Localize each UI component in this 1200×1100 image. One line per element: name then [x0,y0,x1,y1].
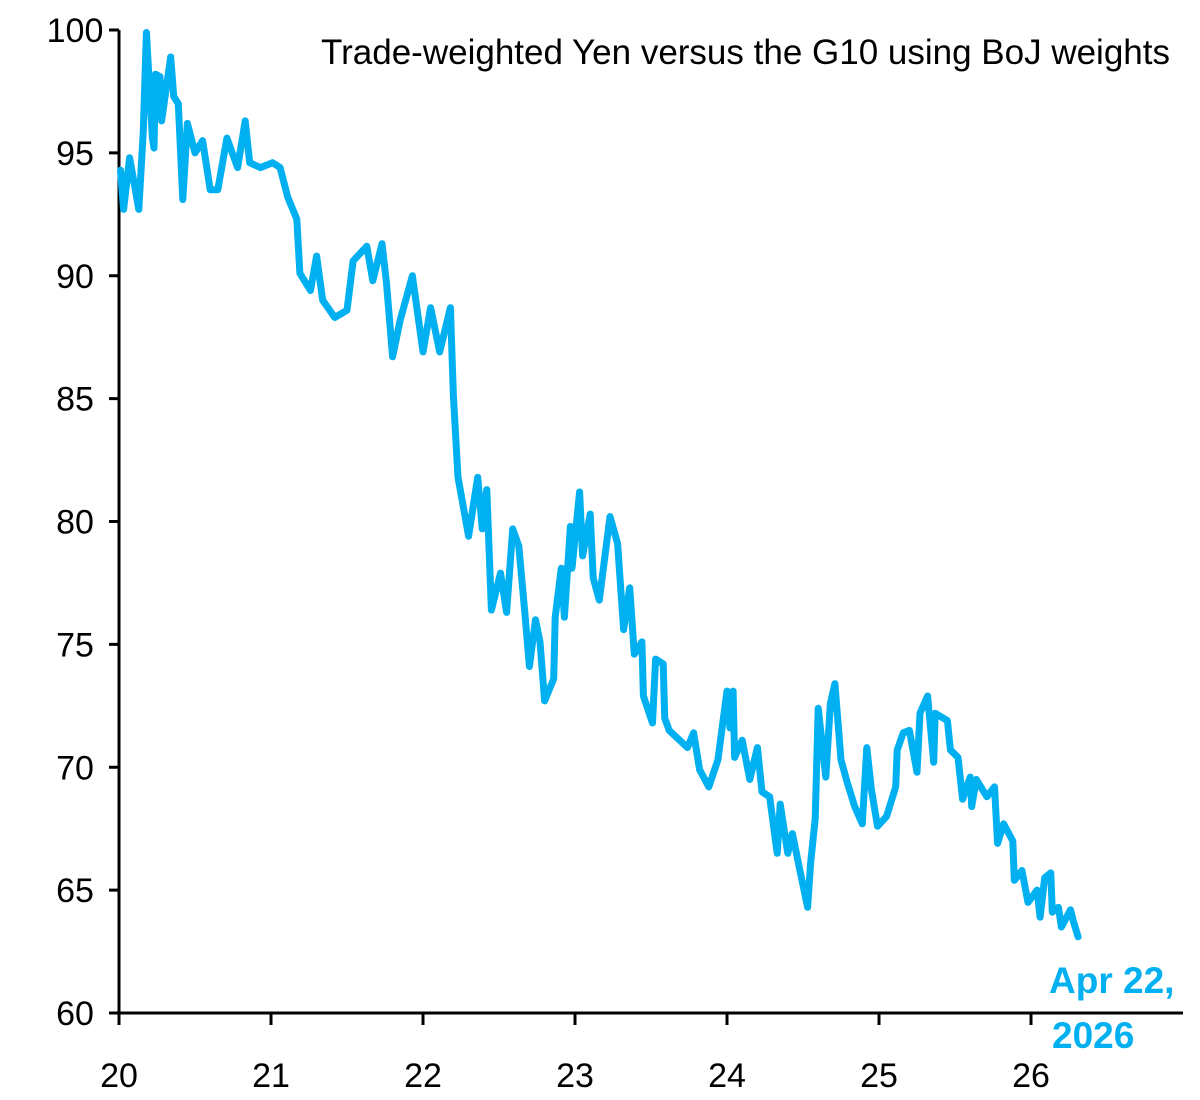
series-lines [117,29,1082,941]
last-date-annotation-line1: Apr 22, [1049,960,1174,1001]
y-tick-label: 60 [56,995,94,1033]
yen-index-line [117,29,1082,941]
x-tick-label: 20 [100,1057,138,1095]
y-tick-label: 70 [56,749,94,787]
x-tick-label: 22 [404,1057,442,1095]
y-tick-label: 95 [56,135,94,173]
x-tick-label: 24 [708,1057,746,1095]
last-date-annotation-line2: 2026 [1052,1015,1134,1056]
x-tick-label: 21 [252,1057,290,1095]
y-tick-label: 85 [56,381,94,419]
axes [117,30,1183,1015]
y-axis-ticks: 60 65 70 75 80 85 90 95 100 [47,12,119,1033]
y-tick-label: 100 [47,12,104,50]
x-tick-label: 25 [860,1057,898,1095]
x-tick-label: 23 [556,1057,594,1095]
x-axis-ticks: 20 21 22 23 24 25 26 [100,1013,1050,1095]
chart-title: Trade-weighted Yen versus the G10 using … [321,33,1170,72]
x-tick-label: 26 [1012,1057,1050,1095]
y-tick-label: 90 [56,258,94,296]
y-tick-label: 65 [56,872,94,910]
y-tick-label: 80 [56,504,94,542]
y-tick-label: 75 [56,626,94,664]
